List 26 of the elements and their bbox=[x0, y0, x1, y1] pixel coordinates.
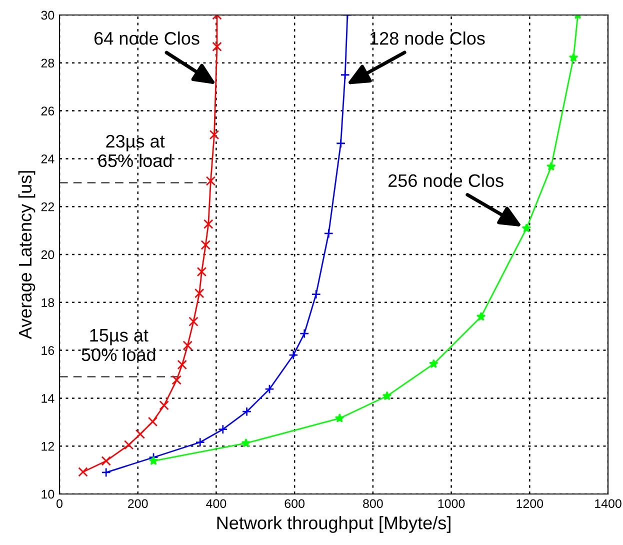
x-tick-label: 1000 bbox=[438, 499, 465, 508]
y-tick-label: 26 bbox=[41, 106, 54, 116]
x-tick-label: 0 bbox=[56, 499, 62, 508]
annotation: 64 node Clos bbox=[94, 32, 200, 45]
y-tick-label: 24 bbox=[41, 154, 54, 164]
ref-line-label: 23µs at 65% load bbox=[98, 134, 172, 168]
annotation: 256 node Clos bbox=[388, 174, 504, 188]
y-tick-label: 18 bbox=[42, 298, 54, 308]
x-tick-label: 1200 bbox=[516, 499, 544, 508]
x-tick-label: 200 bbox=[128, 499, 148, 508]
y-tick-label: 10 bbox=[42, 490, 54, 499]
x-tick-label: 1400 bbox=[595, 499, 622, 508]
x-tick-label: 800 bbox=[363, 499, 383, 508]
x-axis-title: Network throughput [Mbyte/s] bbox=[217, 516, 450, 533]
x-tick-label: 600 bbox=[284, 499, 305, 508]
ref-line-label: 15µs at 50% load bbox=[82, 329, 156, 362]
y-tick-label: 20 bbox=[41, 250, 54, 260]
annotation: 128 node Clos bbox=[370, 32, 485, 45]
y-tick-label: 30 bbox=[41, 10, 54, 20]
y-tick-label: 14 bbox=[42, 394, 54, 403]
y-tick-label: 12 bbox=[42, 442, 54, 451]
y-tick-label: 28 bbox=[41, 58, 54, 68]
x-tick-label: 400 bbox=[206, 499, 226, 508]
y-tick-label: 16 bbox=[42, 346, 54, 355]
y-axis-title: Average Latency [us] bbox=[18, 171, 36, 340]
y-tick-label: 22 bbox=[41, 202, 54, 212]
